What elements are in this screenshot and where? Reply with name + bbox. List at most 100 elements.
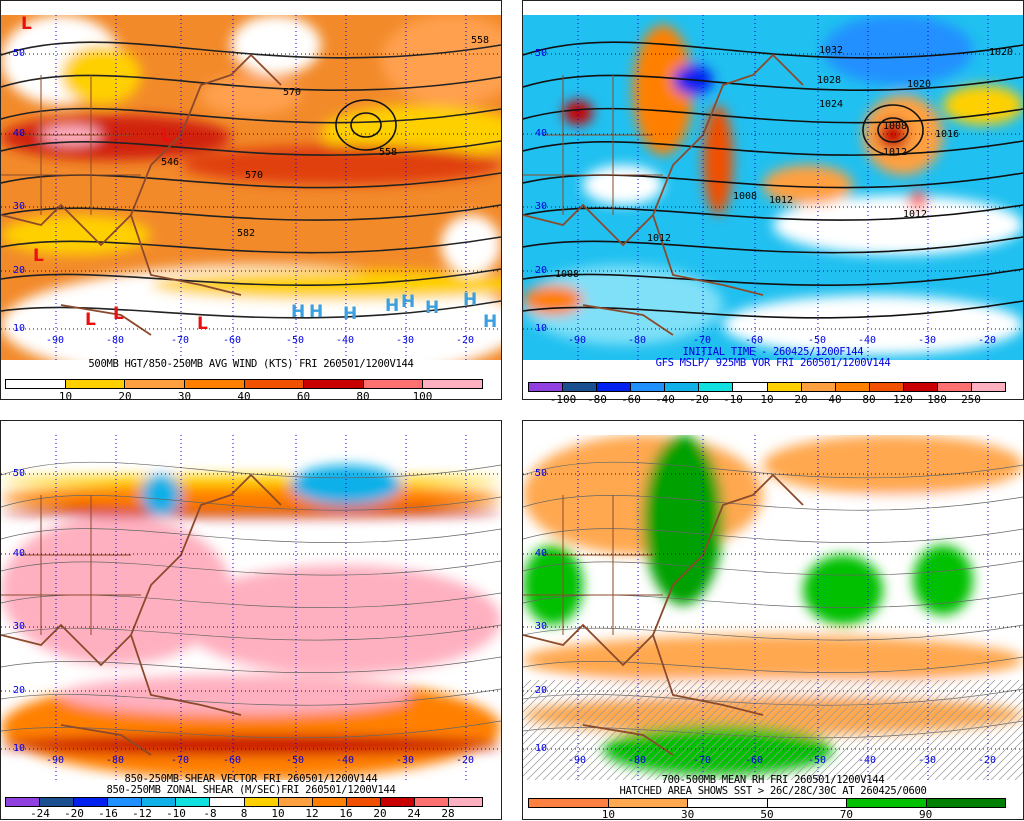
contour-label: 1012 <box>769 195 794 206</box>
panel-caption: 700-500MB MEAN RH FRI 260501/1200V144 <box>661 774 885 786</box>
colorbar-segment <box>597 383 632 391</box>
sst-hatch <box>523 679 548 705</box>
longitude-label: -30 <box>396 755 415 766</box>
contour-label: 1012 <box>903 209 928 220</box>
sst-hatch <box>726 679 828 780</box>
panel-caption: 850-250MB SHEAR VECTOR FRI 260501/1200V1… <box>124 773 378 785</box>
sst-hatch <box>654 679 756 780</box>
sst-hatch <box>862 679 964 780</box>
sst-hatch <box>523 679 564 721</box>
contour-line <box>350 112 382 138</box>
colorbar-label: -80 <box>587 393 607 406</box>
sst-hatch <box>662 679 764 780</box>
longitude-label: -40 <box>858 755 877 766</box>
sst-hatch <box>774 679 876 780</box>
contour-line <box>1 624 501 641</box>
colorbar-label: 16 <box>339 807 353 820</box>
colorbar-label: 250 <box>961 393 981 406</box>
latitude-label: 50 <box>13 468 26 479</box>
panel-500mb-height-wind: 50 40 30 20 10 -90 -80 -70 -60 -50 -40 -30 -20 558 570… <box>0 0 502 403</box>
latitude-label: 10 <box>13 323 26 334</box>
longitude-label: -50 <box>286 335 305 346</box>
contour-line <box>1 140 501 156</box>
contour-line <box>877 117 909 143</box>
colorbar-label: 50 <box>760 808 774 821</box>
low-pressure-marker: L <box>21 15 32 34</box>
sst-hatch <box>646 679 748 780</box>
coastline <box>1 473 282 756</box>
high-pressure-marker: H <box>343 304 358 324</box>
longitude-label: -60 <box>745 755 764 766</box>
contour-line <box>523 656 1023 673</box>
contour-line <box>523 236 1023 254</box>
sst-hatch <box>523 679 612 769</box>
panel-wind-shear: 50 40 30 20 10 -90 -80 -70 -60 -50 -40 -30 -20 850-25… <box>0 420 502 820</box>
sst-hatch <box>686 679 788 780</box>
coastline <box>1 53 282 336</box>
colorbar-segment <box>767 799 847 807</box>
longitude-label: -80 <box>628 335 647 346</box>
contour-label: 1008 <box>733 191 758 202</box>
field-shade <box>803 555 883 625</box>
sst-hatch <box>870 679 972 780</box>
longitude-label: -20 <box>978 755 997 766</box>
sst-hatch <box>742 679 844 780</box>
latitude-label: 30 <box>13 621 26 632</box>
sst-hatch <box>974 731 1023 780</box>
colorbar-segment <box>210 798 245 806</box>
sst-hatch <box>614 679 716 780</box>
latitude-label: 20 <box>535 685 548 696</box>
contour-line <box>1 720 501 739</box>
longitude-label: -80 <box>628 755 647 766</box>
longitude-label: -20 <box>456 755 475 766</box>
latitude-label: 20 <box>13 685 26 696</box>
map-field <box>1 15 501 360</box>
field-shade <box>823 15 973 85</box>
contour-line <box>1 41 501 59</box>
colorbar-label: 10 <box>58 390 73 403</box>
sst-hatch <box>982 739 1023 780</box>
sst-hatch <box>523 679 604 761</box>
colorbar-segment <box>937 383 973 391</box>
field-shade <box>381 15 501 105</box>
colorbar-segment <box>142 798 177 806</box>
sst-hatch <box>638 679 740 780</box>
colorbar-segment <box>6 380 66 388</box>
high-pressure-marker: H <box>385 296 400 316</box>
field-shade <box>643 435 723 605</box>
contour-label: 570 <box>283 87 302 98</box>
colorbar-label: 100 <box>412 390 433 403</box>
contour-line <box>523 172 1023 189</box>
latitude-label: 10 <box>13 743 26 754</box>
sst-hatch <box>950 707 1023 780</box>
state-borders <box>1 495 141 635</box>
colorbar-segment <box>449 798 483 806</box>
latitude-label: 40 <box>535 548 548 559</box>
longitude-label: -40 <box>858 335 877 346</box>
sst-hatch <box>918 679 1020 780</box>
colorbar-label: -16 <box>98 807 118 820</box>
colorbar-label: 28 <box>441 807 455 820</box>
longitude-label: -30 <box>918 335 937 346</box>
panel-mean-rh: 50 40 30 20 10 -90 -80 -70 -60 -50 -40 -30 -20 700-50… <box>522 420 1024 820</box>
sst-hatch <box>606 679 708 780</box>
sst-hatch <box>574 679 676 780</box>
coastline <box>523 53 804 336</box>
sst-hatch <box>790 679 892 780</box>
contour-label: 570 <box>245 170 264 181</box>
contour-label: 582 <box>237 228 256 239</box>
colorbar-segment <box>40 798 75 806</box>
colorbar-segment <box>903 383 938 391</box>
contour-line <box>1 300 501 319</box>
colorbar-label: -24 <box>30 807 50 820</box>
map-area: 50 40 30 20 10 -90 -80 -70 -60 -50 -40 -30 -20 <box>1 435 501 780</box>
longitude-label: -50 <box>808 335 827 346</box>
longitude-label: -20 <box>456 335 475 346</box>
field-shade <box>141 475 181 515</box>
latitude-label: 20 <box>535 265 548 276</box>
longitude-label: -50 <box>286 755 305 766</box>
colorbar-segment <box>184 380 245 388</box>
contour-label: 1028 <box>817 75 842 86</box>
contour-label: 558 <box>379 147 398 158</box>
colorbar-label: -10 <box>723 393 743 406</box>
